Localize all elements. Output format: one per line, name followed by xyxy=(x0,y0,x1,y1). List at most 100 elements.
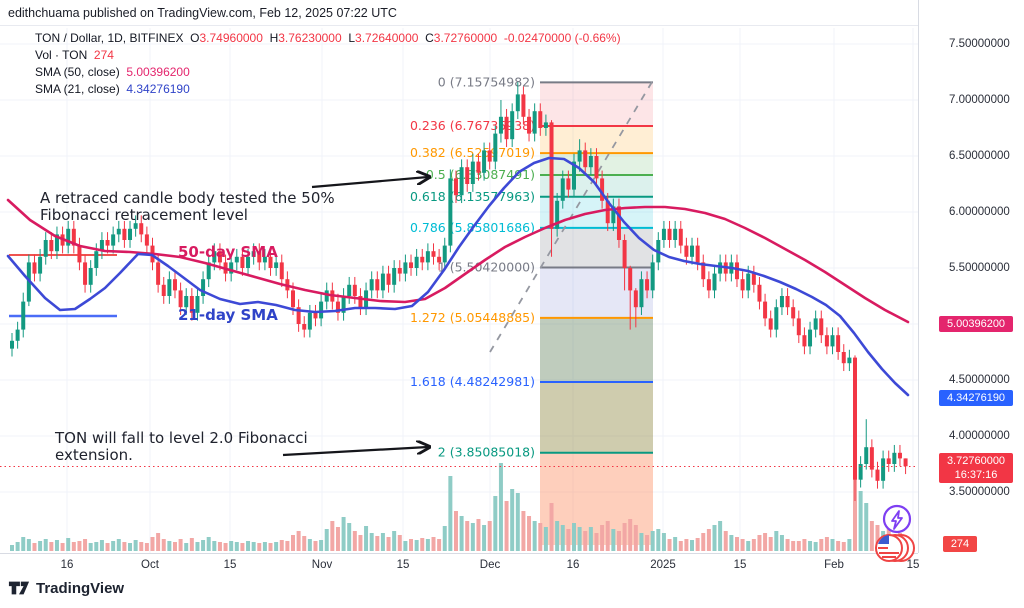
candle xyxy=(853,357,857,480)
volume-bar xyxy=(808,541,813,551)
volume-bar xyxy=(774,531,779,551)
candle xyxy=(369,279,374,291)
volume-bar xyxy=(386,537,391,551)
candle xyxy=(515,94,520,112)
price-axis-badge: 5.00396200 xyxy=(939,315,1013,332)
volume-bar xyxy=(459,516,464,551)
chart-legend[interactable]: TON / Dollar, 1D, BITFINEX O3.74960000 H… xyxy=(35,30,621,98)
volume-bar xyxy=(763,533,768,551)
time-tick-label: 15 xyxy=(733,559,747,571)
volume-bar xyxy=(504,501,509,551)
fib-level-label: 0.236 (6.76735938) xyxy=(410,118,535,133)
candle xyxy=(88,268,93,285)
candle xyxy=(420,256,425,263)
price-axis[interactable]: 7.50000000 7.00000000 6.50000000 6.00000000… xyxy=(918,0,1024,553)
volume-bar xyxy=(802,539,807,551)
volume-bar xyxy=(94,542,99,551)
volume-bar xyxy=(785,539,790,551)
volume-bar xyxy=(673,537,678,551)
candle xyxy=(532,111,537,134)
boost-icon[interactable] xyxy=(882,504,912,534)
candle xyxy=(319,301,324,319)
volume-bar xyxy=(442,526,447,551)
legend-sma21-row[interactable]: SMA (21, close) 4.34276190 xyxy=(35,81,621,98)
volume-bar xyxy=(223,543,228,551)
time-axis[interactable]: 16 Oct 15 Nov 15 Dec 16 2025 15 Feb 15 xyxy=(0,553,919,578)
candle xyxy=(482,150,487,173)
volume-bar xyxy=(841,542,846,551)
volume-bar xyxy=(476,519,481,551)
price-chart-canvas[interactable]: 0 (7.15754982) 0.236 (6.76735938) 0.382 (6… xyxy=(0,0,918,553)
volume-label: Vol · TON xyxy=(35,48,88,62)
volume-bar xyxy=(729,535,734,551)
candle xyxy=(21,301,26,330)
candle xyxy=(425,251,430,263)
volume-bar xyxy=(60,543,65,551)
candle xyxy=(465,167,470,184)
candle xyxy=(66,228,71,246)
legend-sma50-row[interactable]: SMA (50, close) 5.00396200 xyxy=(35,64,621,81)
candle xyxy=(897,452,902,459)
price-axis-badge: 3.72760000 16:37:16 xyxy=(939,452,1013,483)
candle xyxy=(111,234,116,246)
volume-bar xyxy=(594,533,599,551)
candle xyxy=(71,228,76,246)
candle xyxy=(639,279,644,308)
volume-bar xyxy=(600,525,605,551)
symbol-title[interactable]: TON / Dollar, 1D, BITFINEX xyxy=(35,31,184,45)
volume-bar xyxy=(718,521,723,551)
volume-bar xyxy=(853,466,857,551)
volume-bar xyxy=(572,523,576,551)
volume-bar xyxy=(307,539,312,551)
legend-volume-row[interactable]: Vol · TON 274 xyxy=(35,47,621,64)
candle xyxy=(470,161,475,184)
volume-bar xyxy=(364,526,369,551)
candle xyxy=(903,458,908,467)
volume-bar xyxy=(369,533,374,551)
candle xyxy=(622,240,627,268)
candle xyxy=(498,116,503,134)
flag-coin-icon[interactable] xyxy=(875,534,915,562)
candle xyxy=(847,357,852,364)
candle xyxy=(645,279,650,291)
volume-bar xyxy=(262,542,267,551)
candle xyxy=(690,245,695,257)
time-tick-label: Nov xyxy=(311,559,333,571)
volume-bar xyxy=(650,531,655,551)
volume-bar xyxy=(605,521,610,551)
volume-bar xyxy=(217,542,222,551)
volume-layer xyxy=(10,463,908,551)
candle xyxy=(251,251,256,257)
volume-bar xyxy=(172,542,177,551)
sma21-line xyxy=(6,156,910,397)
candle xyxy=(706,279,711,291)
price-axis-badge: 4.34276190 xyxy=(939,389,1013,406)
tradingview-logo-icon[interactable] xyxy=(8,580,30,596)
candle xyxy=(841,352,846,364)
volume-bar xyxy=(864,503,869,551)
volume-bar xyxy=(397,535,402,551)
idea-action-icons[interactable] xyxy=(874,502,920,564)
candle xyxy=(521,94,526,117)
volume-bar xyxy=(628,519,633,551)
price-tick-label: 7.00000000 xyxy=(949,94,1010,106)
fib-level-label: 0 (7.15754982) xyxy=(438,74,535,89)
candle xyxy=(594,156,599,179)
volume-bar xyxy=(583,531,588,551)
volume-bar xyxy=(560,525,565,551)
volume-bar xyxy=(420,538,425,551)
volume-bar xyxy=(437,539,442,551)
candle xyxy=(779,296,784,308)
candle xyxy=(15,329,20,341)
candle xyxy=(802,335,807,347)
volume-bar xyxy=(791,541,796,551)
candle xyxy=(268,256,273,268)
candle xyxy=(99,240,104,252)
volume-bar xyxy=(847,539,852,551)
volume-bar xyxy=(206,537,211,551)
candle xyxy=(453,178,458,196)
volume-bar xyxy=(622,523,627,551)
candle xyxy=(10,340,14,349)
legend-symbol-row[interactable]: TON / Dollar, 1D, BITFINEX O3.74960000 H… xyxy=(35,31,621,45)
tradingview-brand-text[interactable]: TradingView xyxy=(36,579,125,597)
